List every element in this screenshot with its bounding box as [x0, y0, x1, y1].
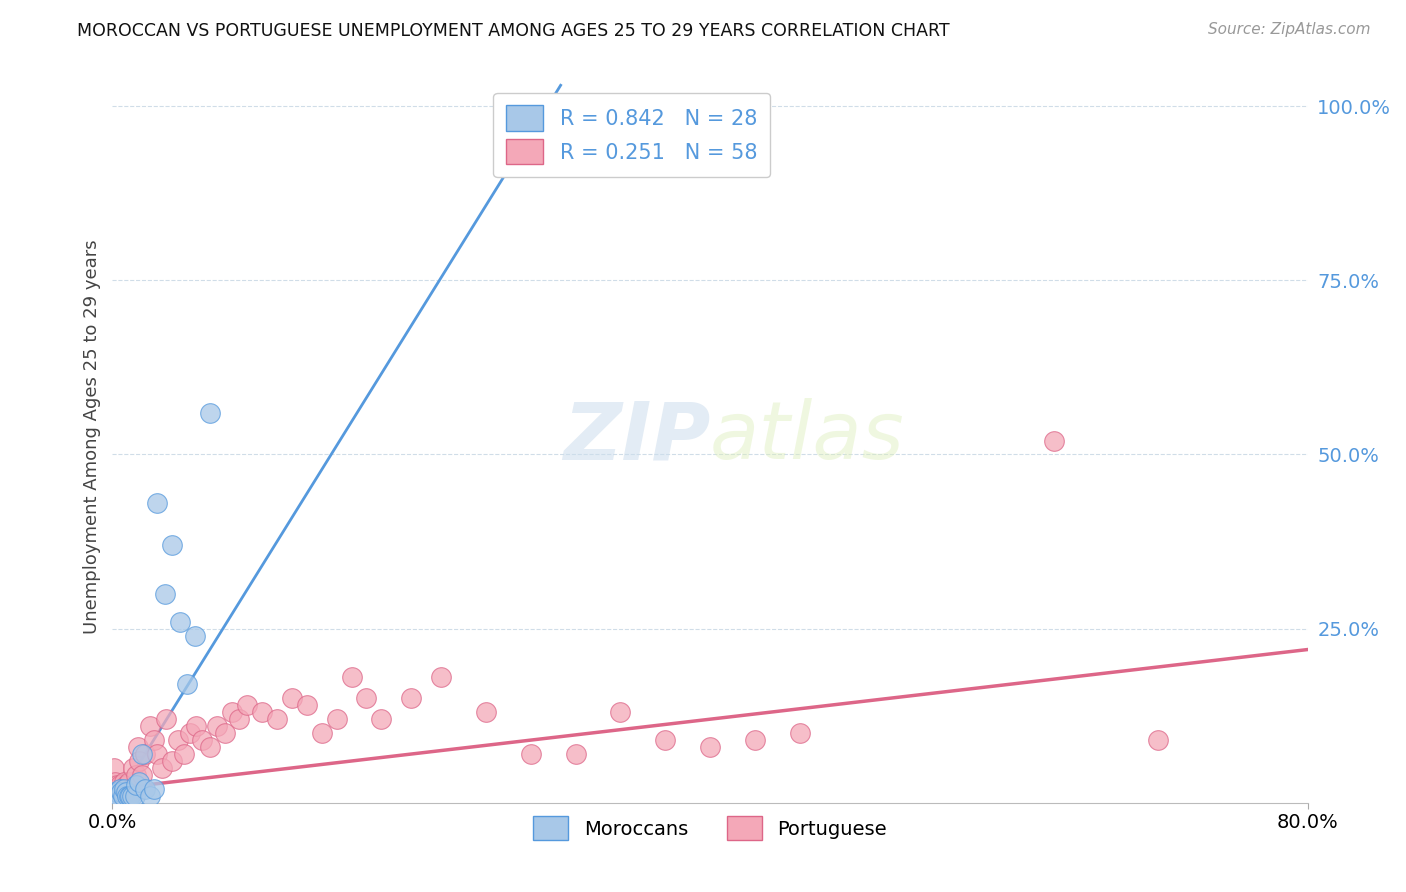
Point: [169, 615, 191, 629]
Point: [110, 785, 132, 799]
Point: [128, 775, 150, 789]
Point: [340, 670, 363, 684]
Point: [120, 789, 142, 803]
Point: [111, 789, 134, 803]
Point: [139, 789, 162, 803]
Point: [325, 712, 347, 726]
Point: [1042, 434, 1064, 448]
Point: [744, 733, 766, 747]
Point: [110, 785, 132, 799]
Point: [114, 775, 135, 789]
Point: [108, 778, 131, 792]
Point: [609, 705, 631, 719]
Point: [654, 733, 676, 747]
Point: [281, 691, 304, 706]
Point: [221, 705, 243, 719]
Point: [198, 406, 221, 420]
Point: [173, 747, 195, 761]
Point: [150, 761, 173, 775]
Point: [103, 761, 125, 775]
Point: [564, 747, 586, 761]
Point: [356, 691, 378, 706]
Point: [520, 99, 543, 113]
Point: [191, 733, 214, 747]
Point: [124, 781, 146, 796]
Point: [117, 785, 139, 799]
Point: [155, 712, 177, 726]
Point: [134, 781, 156, 796]
Point: [162, 754, 183, 768]
Text: atlas: atlas: [710, 398, 905, 476]
Point: [311, 726, 333, 740]
Point: [1147, 733, 1170, 747]
Point: [143, 781, 166, 796]
Point: [401, 691, 423, 706]
Point: [146, 496, 169, 510]
Point: [186, 719, 208, 733]
Point: [120, 781, 142, 796]
Point: [789, 726, 811, 740]
Text: MOROCCAN VS PORTUGUESE UNEMPLOYMENT AMONG AGES 25 TO 29 YEARS CORRELATION CHART: MOROCCAN VS PORTUGUESE UNEMPLOYMENT AMON…: [77, 22, 950, 40]
Point: [104, 775, 127, 789]
Point: [107, 781, 129, 796]
Point: [115, 785, 138, 799]
Point: [143, 733, 166, 747]
Point: [127, 740, 149, 755]
Point: [125, 778, 148, 792]
Point: [214, 726, 236, 740]
Point: [125, 768, 148, 782]
Point: [107, 789, 129, 803]
Legend: Moroccans, Portuguese: Moroccans, Portuguese: [526, 809, 894, 848]
Point: [699, 740, 721, 755]
Point: [115, 778, 138, 792]
Point: [179, 726, 201, 740]
Point: [103, 785, 125, 799]
Point: [117, 789, 139, 803]
Point: [108, 781, 131, 796]
Point: [134, 747, 156, 761]
Point: [104, 789, 127, 803]
Point: [162, 538, 183, 552]
Point: [430, 670, 453, 684]
Point: [236, 698, 259, 713]
Text: Source: ZipAtlas.com: Source: ZipAtlas.com: [1208, 22, 1371, 37]
Point: [118, 775, 141, 789]
Point: [121, 785, 143, 799]
Point: [205, 719, 228, 733]
Point: [167, 733, 190, 747]
Point: [139, 719, 162, 733]
Point: [114, 781, 135, 796]
Point: [111, 785, 134, 799]
Point: [295, 698, 318, 713]
Point: [146, 747, 169, 761]
Point: [153, 587, 176, 601]
Point: [198, 740, 221, 755]
Point: [131, 747, 153, 761]
Point: [250, 705, 273, 719]
Point: [131, 768, 153, 782]
Point: [370, 712, 392, 726]
Point: [118, 789, 141, 803]
Point: [176, 677, 198, 691]
Point: [520, 747, 543, 761]
Point: [121, 789, 143, 803]
Point: [105, 778, 128, 792]
Point: [124, 789, 146, 803]
Y-axis label: Unemployment Among Ages 25 to 29 years: Unemployment Among Ages 25 to 29 years: [83, 240, 101, 634]
Point: [105, 785, 128, 799]
Text: ZIP: ZIP: [562, 398, 710, 476]
Point: [128, 754, 150, 768]
Point: [228, 712, 250, 726]
Point: [183, 629, 205, 643]
Point: [266, 712, 288, 726]
Point: [475, 705, 498, 719]
Point: [122, 761, 145, 775]
